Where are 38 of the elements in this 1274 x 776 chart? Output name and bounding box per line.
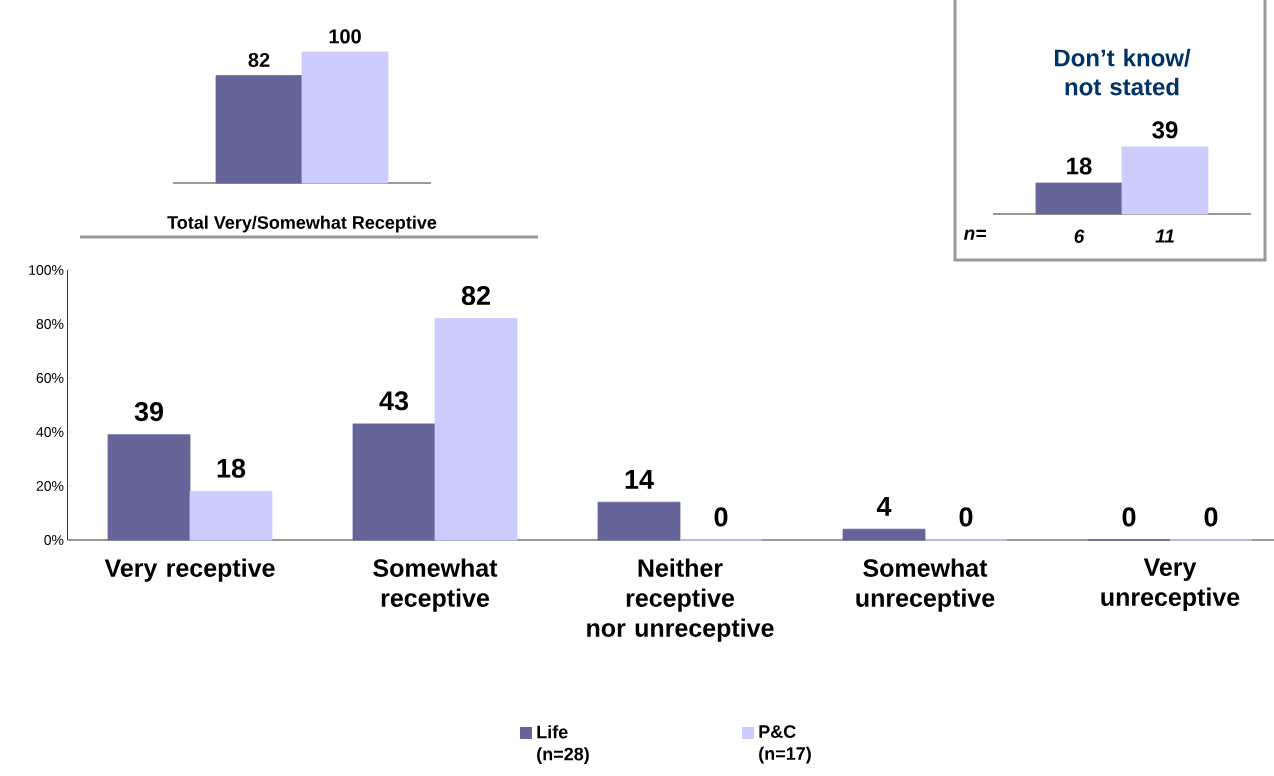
bar (597, 501, 681, 541)
bar (107, 434, 191, 541)
x-tick-label: Very unreceptive (1101, 558, 1240, 611)
text: 6 (1074, 229, 1085, 243)
data-label: 39 (134, 402, 164, 422)
data-label: 0 (1204, 507, 1218, 527)
y-tick-label: 0% (44, 535, 64, 545)
data-label: 14 (625, 470, 654, 489)
data-label: 4 (876, 497, 892, 516)
x-tick-label: Neither receptive nor unreceptive (587, 558, 774, 642)
data-label: 0 (959, 507, 973, 527)
legend-label: Life (n=28) (537, 725, 589, 764)
y-tick-label: 20% (36, 481, 64, 491)
text: n= (963, 229, 986, 240)
data-label: 18 (1067, 157, 1092, 175)
y-tick-label: 40% (36, 427, 64, 437)
data-label: 18 (217, 458, 246, 478)
x-tick-label: Somewhat unreceptive (856, 558, 995, 612)
data-label: 0 (714, 507, 728, 527)
y-tick-label: 80% (36, 319, 64, 329)
data-label: 82 (461, 285, 490, 306)
y-tick-label: 60% (36, 373, 64, 383)
x-tick-label: Somewhat receptive (373, 558, 498, 612)
data-label: 39 (1152, 121, 1178, 139)
bar (842, 528, 926, 541)
chart-title: Don’t know/ not stated (1054, 48, 1191, 96)
data-label: 100 (329, 29, 361, 44)
x-tick-label: Very receptive (104, 558, 275, 582)
legend-label: P&C (n=17) (759, 725, 811, 764)
text: 11 (1155, 229, 1174, 243)
x-axis-title: Total Very/Somewhat Receptive (167, 215, 437, 233)
bar (352, 423, 436, 541)
data-label: 82 (248, 52, 270, 68)
data-label: 0 (1122, 507, 1136, 527)
y-tick-label: 100% (29, 265, 64, 275)
bar (189, 491, 273, 541)
bar (434, 318, 518, 541)
data-label: 43 (379, 391, 409, 411)
